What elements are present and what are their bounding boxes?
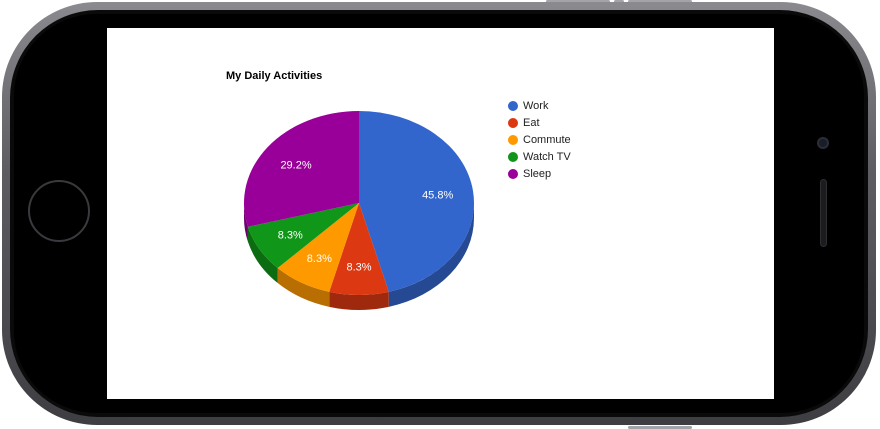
pie-slice-label: 45.8% bbox=[422, 190, 453, 202]
legend-item[interactable]: Eat bbox=[508, 114, 571, 131]
legend-label: Sleep bbox=[523, 168, 551, 180]
legend-swatch bbox=[508, 169, 518, 179]
legend-swatch bbox=[508, 101, 518, 111]
front-camera bbox=[817, 137, 829, 149]
pie-chart: 45.8% 8.3% 8.3% 8.3% 29.2% bbox=[107, 28, 774, 399]
legend-swatch bbox=[508, 135, 518, 145]
legend-item[interactable]: Sleep bbox=[508, 165, 571, 182]
legend-label: Watch TV bbox=[523, 151, 571, 163]
pie-slice-label: 8.3% bbox=[278, 230, 303, 242]
chart-legend: Work Eat Commute Watch TV Sleep bbox=[508, 97, 571, 182]
legend-swatch bbox=[508, 118, 518, 128]
legend-item[interactable]: Work bbox=[508, 97, 571, 114]
pie-slice-label: 29.2% bbox=[280, 159, 311, 171]
home-button[interactable] bbox=[28, 180, 90, 242]
legend-swatch bbox=[508, 152, 518, 162]
legend-label: Eat bbox=[523, 117, 540, 129]
pie-slice-label: 8.3% bbox=[307, 253, 332, 265]
legend-label: Work bbox=[523, 100, 548, 112]
pie-slice-label: 8.3% bbox=[346, 261, 371, 273]
legend-label: Commute bbox=[523, 134, 571, 146]
legend-item[interactable]: Watch TV bbox=[508, 148, 571, 165]
speaker-grille bbox=[820, 179, 827, 247]
legend-item[interactable]: Commute bbox=[508, 131, 571, 148]
phone-screen: My Daily Activities 45.8% 8.3% 8.3% 8.3% 29.… bbox=[107, 28, 774, 399]
